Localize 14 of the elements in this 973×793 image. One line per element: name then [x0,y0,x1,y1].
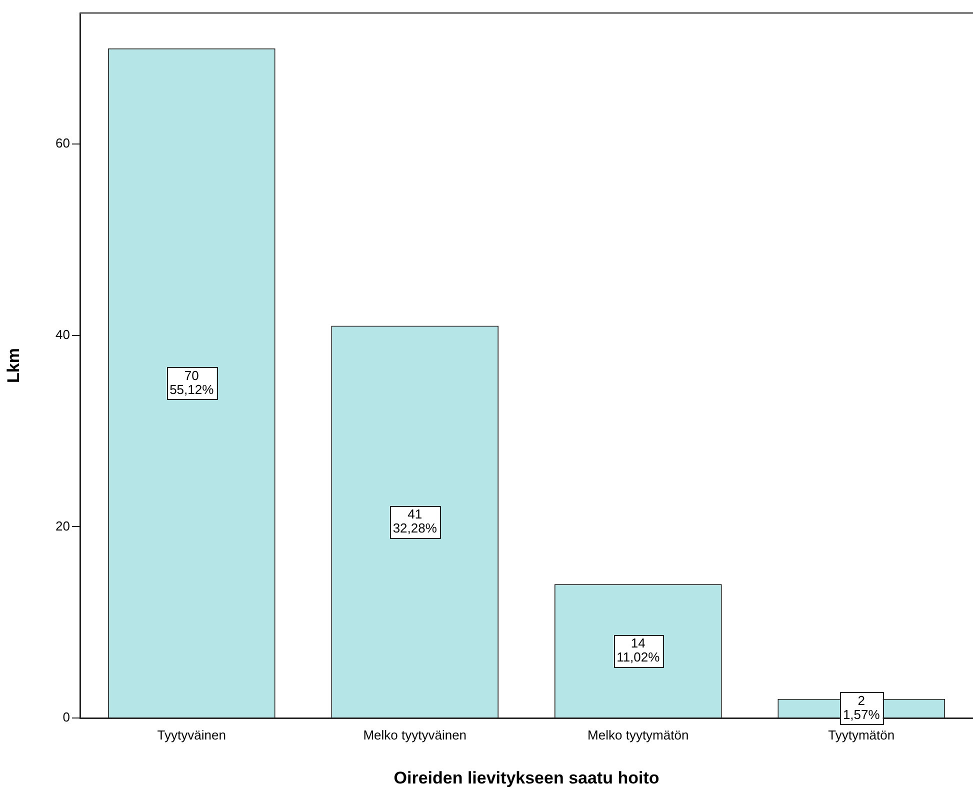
y-tick-label: 40 [56,326,70,342]
x-tick-label: Tyytyväinen [157,727,226,742]
y-axis-title: Lkm [4,348,23,383]
data-label: 2 1,57% [842,693,880,722]
y-tick-label: 0 [62,710,70,725]
x-tick-label: Tyytymätön [828,727,895,742]
y-tick-label: 60 [56,136,70,151]
y-tick-label: 20 [56,518,70,534]
data-label: 14 11,02% [616,636,660,665]
data-label: 70 55,12% [170,368,214,397]
x-tick-label: Melko tyytymätön [588,727,689,742]
x-tick-label: Melko tyytyväinen [363,727,467,742]
data-label: 41 32,28% [392,506,438,536]
x-axis-title: Oireiden lievitykseen saatu hoito [394,768,660,788]
